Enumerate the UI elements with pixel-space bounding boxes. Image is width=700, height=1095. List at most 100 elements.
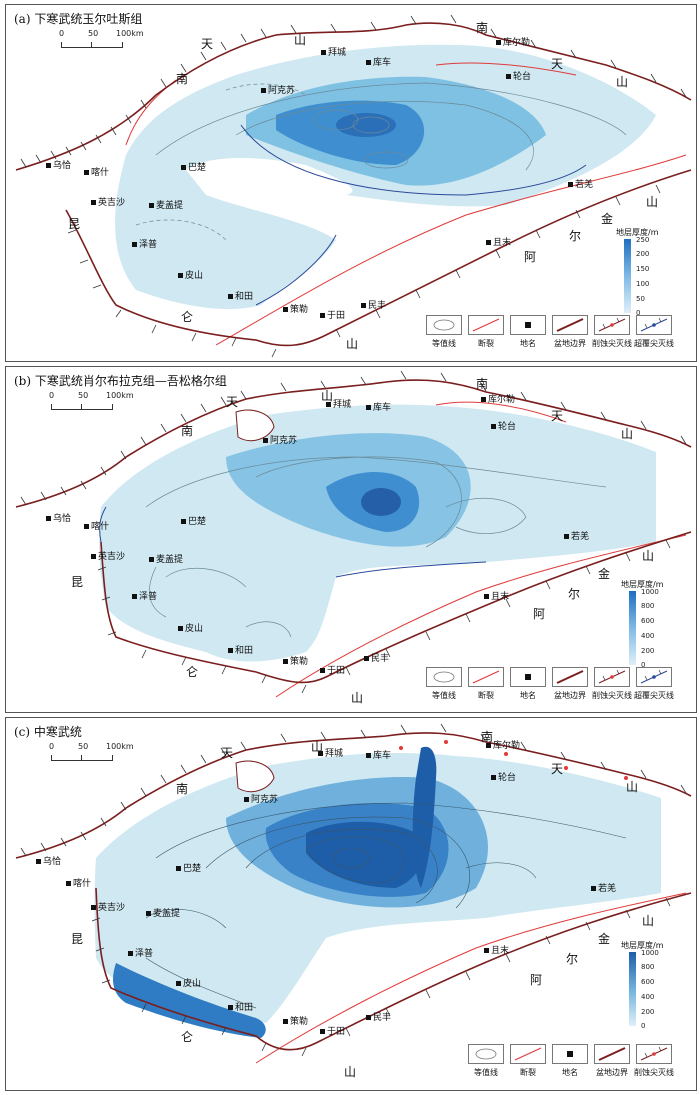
mountain-label: 阿 [533,607,546,621]
city-marker: 拜城 [326,397,351,410]
mountain-label: 天 [551,762,564,776]
city-marker: 策勒 [283,302,308,315]
mountain-label: 天 [221,746,234,760]
mountain-label: 山 [311,740,324,754]
panel-a: (a) 下寒武统玉尔吐斯组 0 50 100km 天 山 南 南 天 山 昆 仑… [5,4,697,362]
mountain-label: 昆 [68,217,81,231]
city-marker: 巴楚 [181,514,206,527]
mountain-label: 山 [642,914,655,928]
mountain-label: 南 [181,424,194,438]
panel-title: (a) 下寒武统玉尔吐斯组 [14,12,143,26]
scale-bar: 0 50 100km [46,742,136,766]
city-marker: 麦盖提 [146,906,180,919]
city-marker: 英吉沙 [91,549,125,562]
city-marker: 策勒 [283,654,308,667]
city-marker: 麦盖提 [149,198,183,211]
city-marker: 泽普 [132,589,157,602]
mountain-label: 南 [176,72,189,86]
mountain-label: 山 [626,780,639,794]
city-marker: 且末 [484,943,509,956]
city-marker: 皮山 [178,268,203,281]
mountain-label: 阿 [524,250,537,264]
mountain-label: 山 [646,195,659,209]
map-c [15,723,692,1064]
mountain-label: 金 [601,212,614,226]
city-marker: 且末 [484,589,509,602]
city-marker: 且末 [486,235,511,248]
mountain-label: 昆 [71,932,84,946]
city-marker: 民丰 [361,298,386,311]
legend: 等值线 断裂 地名 盆地边界 削蚀尖灭线 [468,1044,674,1078]
city-marker: 若羌 [591,881,616,894]
mountain-label: 山 [351,691,364,705]
city-marker: 麦盖提 [149,552,183,565]
colorbar: 地层厚度/m 1000 800 600 400 200 0 [621,580,664,669]
city-marker: 民丰 [364,651,389,664]
scale-bar: 0 50 100km [56,29,146,53]
mountain-label: 尔 [566,952,579,966]
colorbar: 地层厚度/m 250 200 150 100 50 0 [616,228,659,317]
mountain-label: 南 [176,782,189,796]
city-marker: 拜城 [318,746,343,759]
city-marker: 若羌 [568,177,593,190]
legend: 等值线 断裂 地名 盆地边界 削蚀尖灭线 超覆尖灭线 [426,667,674,701]
city-marker: 喀什 [84,165,109,178]
mountain-label: 仑 [186,665,199,679]
city-marker: 库尔勒 [496,35,530,48]
mountain-label: 山 [321,389,334,403]
city-marker: 民丰 [366,1010,391,1023]
city-marker: 皮山 [176,976,201,989]
legend: 等值线 断裂 地名 盆地边界 削蚀尖灭线 超覆尖灭线 [426,315,674,349]
mountain-label: 南 [481,730,494,744]
panel-title: (c) 中寒武统 [14,725,82,739]
city-marker: 于田 [320,663,345,676]
mountain-label: 金 [598,932,611,946]
city-marker: 和田 [228,1000,253,1013]
city-marker: 英吉沙 [91,195,125,208]
city-marker: 于田 [320,1024,345,1037]
city-marker: 泽普 [132,237,157,250]
city-marker: 库车 [366,55,391,68]
city-marker: 英吉沙 [91,900,125,913]
mountain-label: 仑 [181,1030,194,1044]
city-marker: 阿克苏 [263,433,297,446]
map-b [15,370,692,698]
city-marker: 皮山 [178,621,203,634]
mountain-label: 山 [642,549,655,563]
mountain-label: 天 [201,37,214,51]
mountain-label: 天 [226,395,239,409]
mountain-label: 昆 [71,575,84,589]
mountain-label: 尔 [568,587,581,601]
mountain-label: 南 [476,377,489,391]
city-marker: 轮台 [506,69,531,82]
city-marker: 于田 [320,308,345,321]
scale-bar: 0 50 100km [46,391,136,415]
panel-title: (b) 下寒武统肖尔布拉克组—吾松格尔组 [14,374,227,388]
city-marker: 拜城 [321,45,346,58]
mountain-label: 尔 [569,229,582,243]
thickness-peak [336,113,396,137]
city-marker: 乌恰 [46,511,71,524]
mountain-label: 阿 [530,973,543,987]
mountain-label: 山 [616,75,629,89]
city-marker: 策勒 [283,1014,308,1027]
city-marker: 轮台 [491,770,516,783]
mountain-label: 金 [598,567,611,581]
mountain-label: 山 [346,337,359,351]
city-marker: 和田 [228,643,253,656]
mountain-label: 山 [344,1065,357,1079]
city-marker: 和田 [228,289,253,302]
city-marker: 喀什 [84,519,109,532]
city-marker: 巴楚 [181,160,206,173]
mountain-label: 南 [476,21,489,35]
city-marker: 喀什 [66,876,91,889]
city-marker: 乌恰 [46,158,71,171]
city-marker: 乌恰 [36,854,61,867]
mountain-label: 天 [551,57,564,71]
mountain-label: 天 [551,409,564,423]
city-marker: 库车 [366,748,391,761]
city-marker: 库尔勒 [486,738,520,751]
colorbar: 地层厚度/m 1000 800 600 400 200 0 [621,941,664,1030]
mountain-label: 山 [621,427,634,441]
mountain-label: 仑 [181,310,194,324]
